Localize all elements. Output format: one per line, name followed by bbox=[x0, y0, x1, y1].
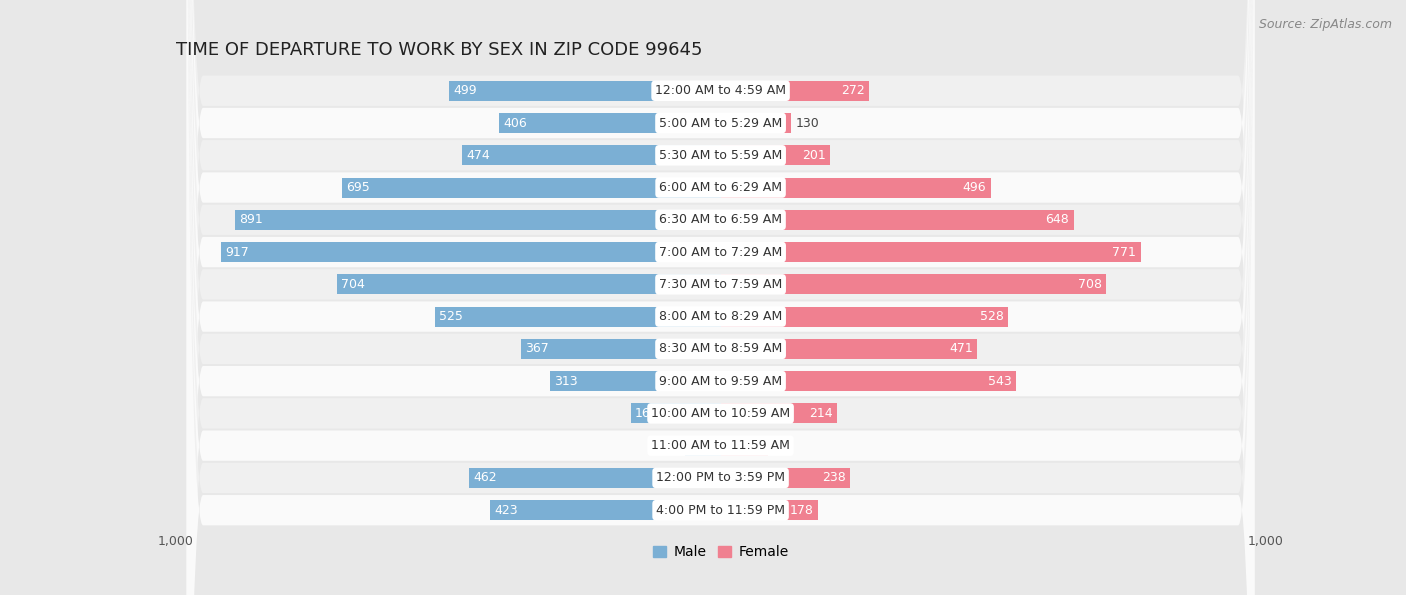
Legend: Male, Female: Male, Female bbox=[652, 545, 789, 559]
Text: 87: 87 bbox=[772, 439, 789, 452]
Text: Source: ZipAtlas.com: Source: ZipAtlas.com bbox=[1258, 18, 1392, 31]
Bar bbox=[721, 500, 817, 520]
Text: 12:00 PM to 3:59 PM: 12:00 PM to 3:59 PM bbox=[657, 471, 785, 484]
Text: 6:30 AM to 6:59 AM: 6:30 AM to 6:59 AM bbox=[659, 214, 782, 226]
Text: 423: 423 bbox=[495, 504, 517, 516]
Bar bbox=[463, 145, 721, 165]
FancyBboxPatch shape bbox=[187, 0, 1254, 595]
Text: 165: 165 bbox=[636, 407, 659, 420]
Bar bbox=[721, 81, 869, 101]
Bar bbox=[235, 210, 721, 230]
Text: 891: 891 bbox=[239, 214, 263, 226]
FancyBboxPatch shape bbox=[187, 0, 1254, 595]
Text: 11:00 AM to 11:59 AM: 11:00 AM to 11:59 AM bbox=[651, 439, 790, 452]
Text: 708: 708 bbox=[1078, 278, 1102, 291]
Bar bbox=[550, 371, 721, 391]
Bar bbox=[721, 403, 837, 424]
Text: 7:00 AM to 7:29 AM: 7:00 AM to 7:29 AM bbox=[659, 246, 782, 259]
FancyBboxPatch shape bbox=[187, 0, 1254, 595]
Text: 5:30 AM to 5:59 AM: 5:30 AM to 5:59 AM bbox=[659, 149, 782, 162]
Bar bbox=[631, 403, 721, 424]
Bar bbox=[721, 274, 1107, 295]
Text: 8:30 AM to 8:59 AM: 8:30 AM to 8:59 AM bbox=[659, 342, 782, 355]
Text: 528: 528 bbox=[980, 310, 1004, 323]
Bar bbox=[721, 145, 830, 165]
Bar bbox=[491, 500, 721, 520]
Bar bbox=[468, 468, 721, 488]
FancyBboxPatch shape bbox=[187, 0, 1254, 595]
FancyBboxPatch shape bbox=[187, 0, 1254, 595]
Bar bbox=[721, 436, 768, 456]
FancyBboxPatch shape bbox=[187, 0, 1254, 595]
Text: 6:00 AM to 6:29 AM: 6:00 AM to 6:29 AM bbox=[659, 181, 782, 194]
Text: TIME OF DEPARTURE TO WORK BY SEX IN ZIP CODE 99645: TIME OF DEPARTURE TO WORK BY SEX IN ZIP … bbox=[176, 40, 702, 59]
Text: 9:00 AM to 9:59 AM: 9:00 AM to 9:59 AM bbox=[659, 375, 782, 387]
Text: 525: 525 bbox=[439, 310, 463, 323]
Text: 178: 178 bbox=[789, 504, 813, 516]
Bar bbox=[721, 242, 1140, 262]
Text: 65: 65 bbox=[665, 439, 681, 452]
Bar bbox=[434, 306, 721, 327]
FancyBboxPatch shape bbox=[187, 0, 1254, 595]
Text: 130: 130 bbox=[796, 117, 820, 130]
Text: 648: 648 bbox=[1046, 214, 1069, 226]
Text: 201: 201 bbox=[801, 149, 825, 162]
Text: 462: 462 bbox=[474, 471, 496, 484]
Bar bbox=[685, 436, 721, 456]
Bar bbox=[520, 339, 721, 359]
Text: 12:00 AM to 4:59 AM: 12:00 AM to 4:59 AM bbox=[655, 84, 786, 97]
Text: 214: 214 bbox=[810, 407, 832, 420]
Bar bbox=[721, 468, 851, 488]
FancyBboxPatch shape bbox=[187, 0, 1254, 595]
Text: 474: 474 bbox=[467, 149, 491, 162]
Text: 10:00 AM to 10:59 AM: 10:00 AM to 10:59 AM bbox=[651, 407, 790, 420]
FancyBboxPatch shape bbox=[187, 0, 1254, 595]
Bar bbox=[721, 339, 977, 359]
Text: 695: 695 bbox=[346, 181, 370, 194]
Bar bbox=[499, 113, 721, 133]
Bar bbox=[337, 274, 721, 295]
Text: 5:00 AM to 5:29 AM: 5:00 AM to 5:29 AM bbox=[659, 117, 782, 130]
Text: 4:00 PM to 11:59 PM: 4:00 PM to 11:59 PM bbox=[657, 504, 785, 516]
FancyBboxPatch shape bbox=[187, 0, 1254, 595]
Bar bbox=[721, 371, 1017, 391]
Bar bbox=[721, 177, 991, 198]
Text: 238: 238 bbox=[823, 471, 846, 484]
Text: 704: 704 bbox=[342, 278, 366, 291]
Text: 8:00 AM to 8:29 AM: 8:00 AM to 8:29 AM bbox=[659, 310, 782, 323]
Text: 367: 367 bbox=[524, 342, 548, 355]
Text: 917: 917 bbox=[225, 246, 249, 259]
Text: 471: 471 bbox=[949, 342, 973, 355]
Text: 499: 499 bbox=[453, 84, 477, 97]
FancyBboxPatch shape bbox=[187, 0, 1254, 595]
FancyBboxPatch shape bbox=[187, 0, 1254, 595]
Text: 771: 771 bbox=[1112, 246, 1136, 259]
Bar bbox=[342, 177, 721, 198]
Text: 272: 272 bbox=[841, 84, 865, 97]
FancyBboxPatch shape bbox=[187, 0, 1254, 595]
Text: 543: 543 bbox=[988, 375, 1012, 387]
Text: 406: 406 bbox=[503, 117, 527, 130]
Bar bbox=[721, 306, 1008, 327]
Bar bbox=[721, 210, 1074, 230]
Bar bbox=[721, 113, 792, 133]
FancyBboxPatch shape bbox=[187, 0, 1254, 595]
Text: 7:30 AM to 7:59 AM: 7:30 AM to 7:59 AM bbox=[659, 278, 782, 291]
Bar bbox=[449, 81, 721, 101]
Bar bbox=[221, 242, 721, 262]
Text: 313: 313 bbox=[554, 375, 578, 387]
Text: 496: 496 bbox=[963, 181, 987, 194]
